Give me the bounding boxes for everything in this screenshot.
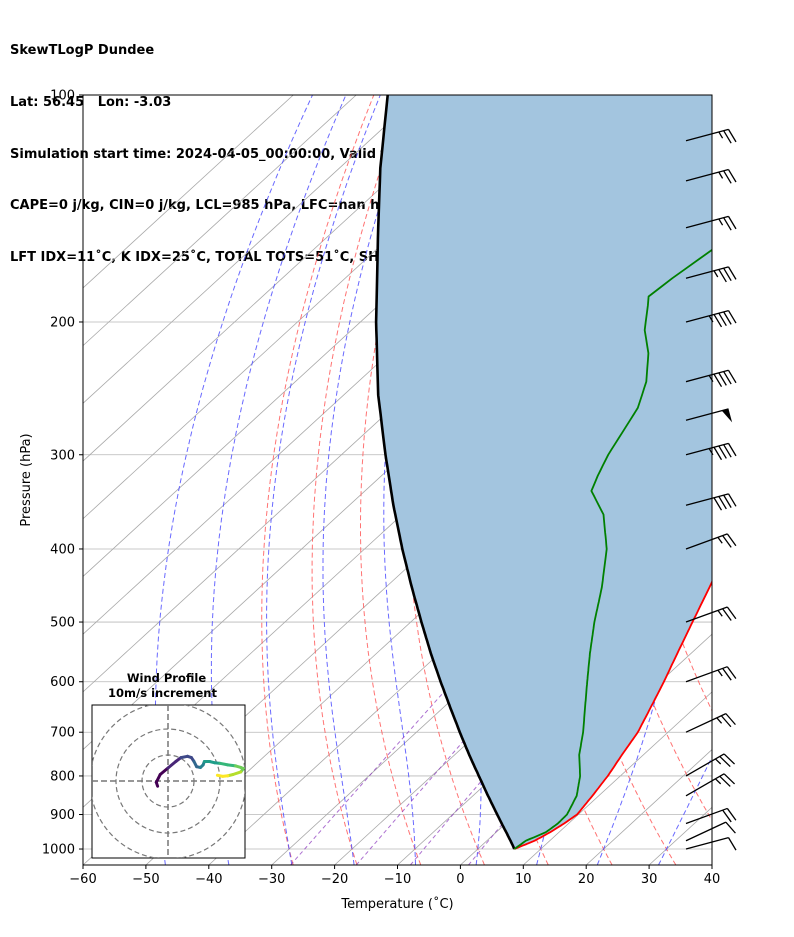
- cape-shaded-area: [376, 95, 712, 849]
- dry-adiabat: [311, 95, 407, 865]
- chart-title-line-2: Lat: 56.45 Lon: -3.03: [10, 95, 172, 111]
- x-axis-label: Temperature (˚C): [340, 896, 453, 912]
- x-tick-label: 20: [578, 872, 595, 887]
- x-tick-label: −50: [132, 872, 159, 887]
- wind-barb: [685, 821, 736, 842]
- wind-barb: [685, 128, 737, 144]
- chart-title-line-1: SkewTLogP Dundee: [10, 43, 155, 59]
- x-tick-label: −10: [384, 872, 411, 887]
- y-tick-label: 700: [50, 726, 75, 741]
- wind-barb: [685, 773, 736, 797]
- isotherm-line: [83, 95, 483, 462]
- y-axis-label: Pressure (hPa): [19, 433, 34, 526]
- dry-adiabat: [763, 95, 794, 865]
- wind-barb: [685, 168, 737, 184]
- wind-barb: [685, 533, 737, 550]
- parcel-profile-line: [374, 95, 516, 850]
- y-tick-label: 600: [50, 675, 75, 690]
- wind-barb: [685, 309, 737, 328]
- isotherm-line: [711, 864, 712, 865]
- x-tick-label: −30: [258, 872, 285, 887]
- wind-barb: [685, 837, 737, 851]
- wind-barb: [685, 713, 736, 733]
- dry-adiabat: [728, 95, 794, 865]
- y-tick-label: 800: [50, 769, 75, 784]
- wind-barb: [685, 606, 737, 623]
- dry-adiabat: [494, 95, 613, 865]
- wind-barb: [685, 408, 733, 423]
- hodograph-segment: [215, 773, 225, 778]
- x-tick-label: 30: [641, 872, 658, 887]
- mixing-ratio-line: [290, 652, 479, 865]
- moist-adiabat: [266, 95, 381, 865]
- y-tick-label: 1000: [42, 843, 75, 858]
- isotherm-line: [83, 95, 294, 289]
- dry-adiabat: [406, 95, 485, 865]
- isotherm-line: [83, 95, 420, 404]
- y-tick-label: 900: [50, 808, 75, 823]
- x-tick-label: 0: [456, 872, 464, 887]
- wind-barb: [685, 807, 737, 825]
- isotherm-line: [83, 95, 357, 347]
- y-tick-label: 300: [50, 448, 75, 463]
- x-tick-label: 10: [515, 872, 532, 887]
- hodograph-segment: [158, 766, 170, 776]
- wind-barb: [685, 215, 737, 231]
- x-tick-label: 40: [704, 872, 721, 887]
- wind-barb: [685, 266, 737, 283]
- hodograph-segment: [166, 760, 178, 770]
- inset-subtitle: 10m/s increment: [108, 686, 217, 700]
- y-tick-label: 500: [50, 616, 75, 631]
- x-tick-label: −20: [321, 872, 348, 887]
- wind-barb: [685, 666, 737, 683]
- y-tick-label: 200: [50, 315, 75, 330]
- isotherm-line: [523, 691, 712, 865]
- inset-title: Wind Profile: [127, 671, 207, 685]
- y-tick-label: 400: [50, 542, 75, 557]
- moist-adiabat: [720, 95, 794, 865]
- wind-barb: [685, 493, 737, 511]
- wind-barb: [685, 753, 736, 777]
- wind-barb: [685, 442, 737, 461]
- temperature-profile-line: [513, 579, 712, 850]
- x-tick-label: −40: [195, 872, 222, 887]
- wind-barb: [685, 369, 737, 388]
- dry-adiabat: [261, 95, 375, 865]
- y-tick-label: 100: [50, 89, 75, 104]
- dewpoint-profile-line: [513, 248, 712, 850]
- x-tick-label: −60: [69, 872, 96, 887]
- moist-adiabat: [658, 755, 712, 865]
- plot-area: [83, 95, 794, 865]
